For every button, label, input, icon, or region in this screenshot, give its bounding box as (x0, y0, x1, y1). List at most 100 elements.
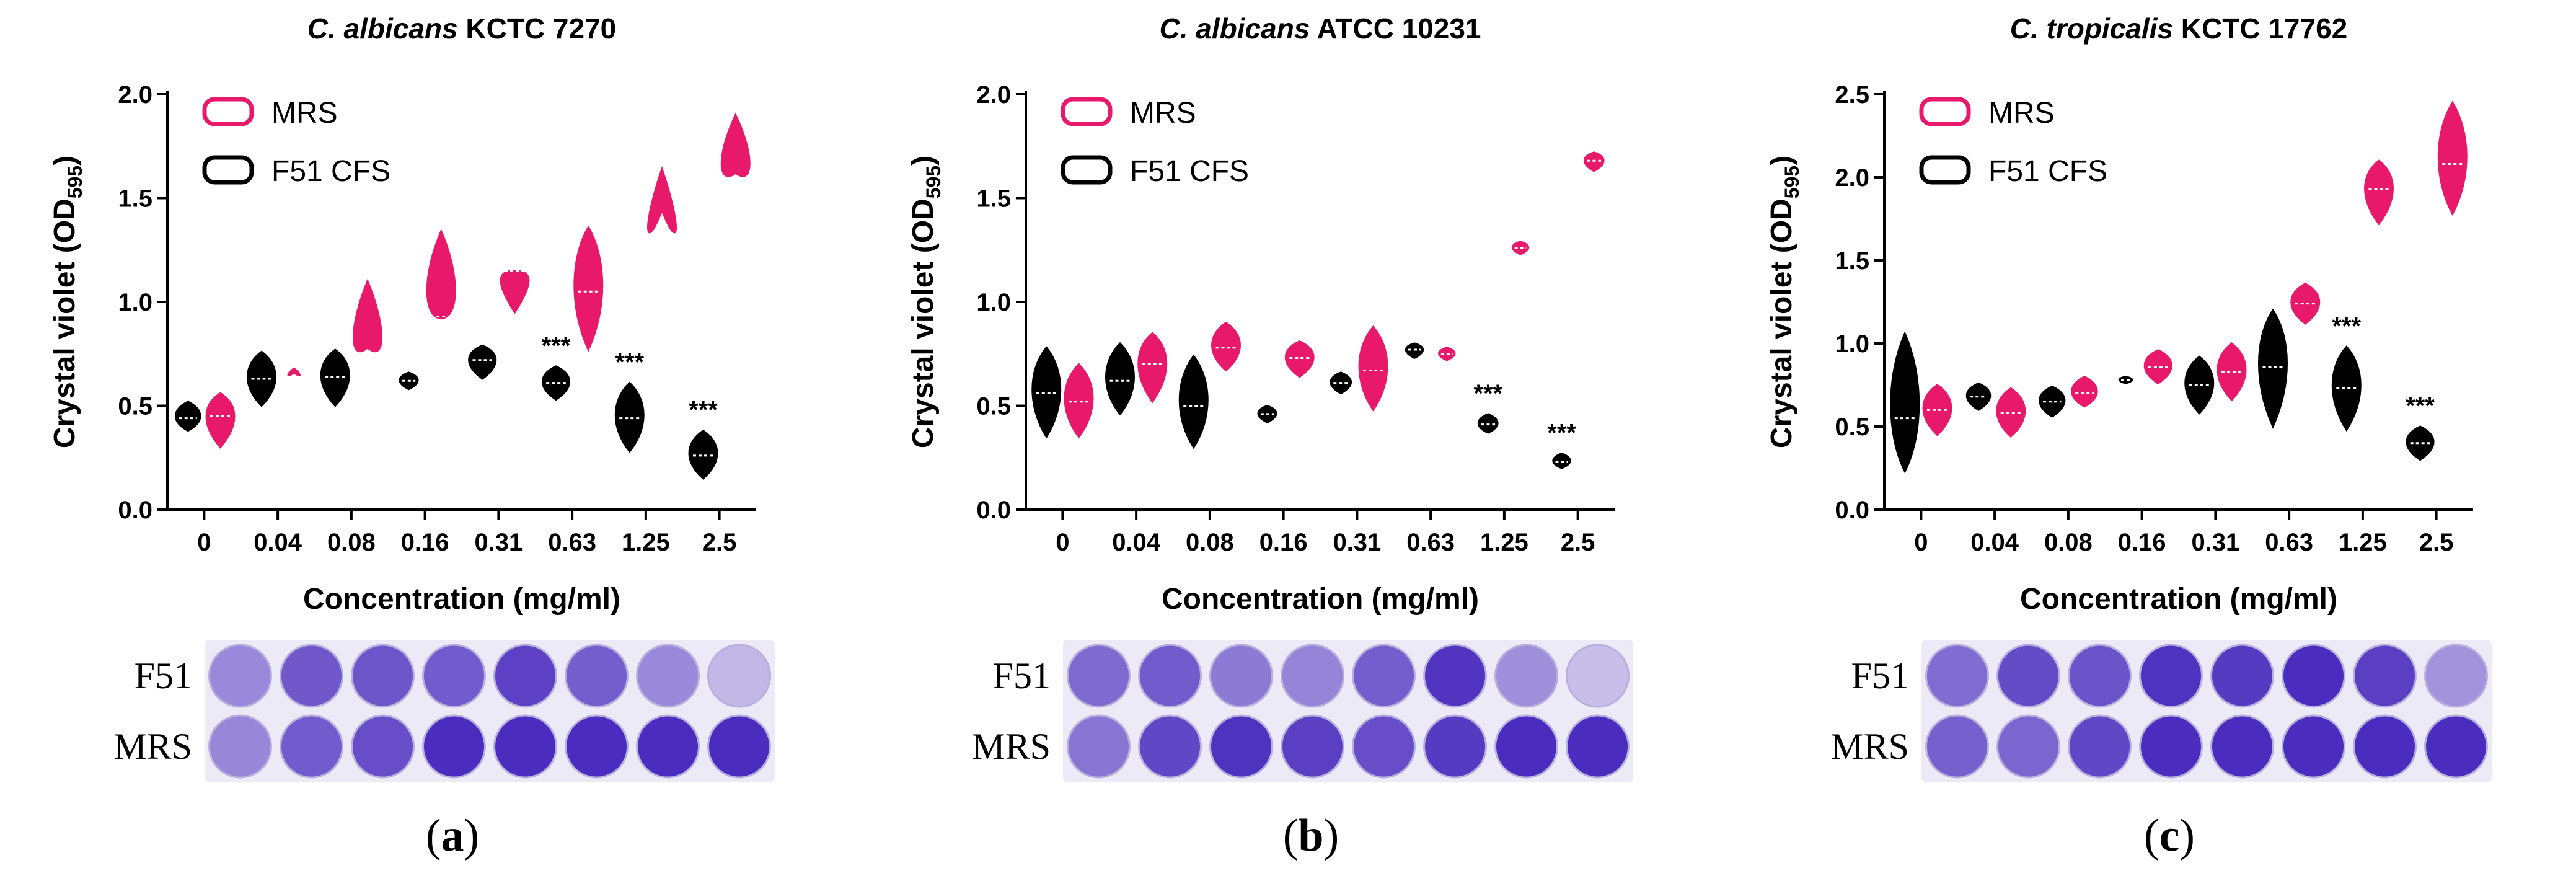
x-tick-label: 0.63 (548, 529, 596, 556)
cfs-violin (1477, 413, 1499, 434)
x-tick-label: 0.04 (254, 529, 302, 556)
plate-well (1352, 714, 1416, 779)
cfs-violin (1890, 331, 1920, 474)
plate-well (1352, 644, 1416, 708)
mrs-violin (426, 229, 456, 320)
mrs-violin (1922, 384, 1952, 436)
y-tick-label: 2.5 (1835, 81, 1869, 108)
chart-title: C. albicans KCTC 7270 (307, 12, 617, 45)
plate-well (636, 644, 700, 708)
plate-well (1566, 714, 1630, 779)
mrs-violin (2217, 342, 2247, 402)
y-tick-label: 0.5 (976, 393, 1011, 420)
y-tick-label: 0.0 (1835, 497, 1869, 524)
plate-well (422, 644, 486, 708)
cfs-violin (1405, 342, 1424, 360)
cfs-violin (1031, 346, 1062, 439)
chart-title-species: C. albicans (307, 12, 458, 45)
mrs-violin (2071, 375, 2098, 408)
chart-title-strain: ATCC 10231 (1310, 12, 1481, 45)
plate-well (1996, 714, 2060, 779)
x-tick-label: 0.16 (401, 529, 449, 556)
plate-well (1925, 644, 1989, 708)
x-tick-label: 0.63 (2265, 529, 2313, 556)
plate-well (2424, 714, 2488, 779)
x-tick-label: 1.25 (2339, 529, 2387, 556)
plate-row-label: MRS (1830, 726, 1909, 767)
plate-well (565, 714, 629, 779)
cfs-violin (1552, 452, 1571, 469)
plate-row-label: F51 (993, 655, 1051, 696)
panel-c: C. tropicalis KCTC 17762 0.0 0.5 1.0 1.5 2.0 2… (1765, 12, 2492, 861)
plate-well (2210, 644, 2274, 708)
plate-well (280, 644, 343, 708)
mrs-violin (2364, 159, 2394, 226)
x-tick-label: 0.04 (1112, 529, 1161, 556)
cfs-violin (468, 344, 497, 380)
cfs-violin (1178, 354, 1209, 449)
legend-swatch-cfs (202, 155, 254, 185)
x-tick-label: 2.5 (1561, 529, 1595, 556)
y-tick-label: 1.5 (118, 185, 152, 213)
legend-label-mrs: MRS (1130, 97, 1196, 130)
x-tick-label: 1.25 (622, 529, 670, 556)
mrs-violin (1358, 325, 1388, 412)
x-tick-label: 0.31 (1333, 529, 1381, 556)
plate-row-label: F51 (135, 655, 192, 696)
chart-title-species: C. tropicalis (2010, 12, 2173, 45)
cfs-violin (320, 348, 350, 407)
x-tick-label: 1.25 (1480, 529, 1528, 556)
plate-well (2139, 644, 2203, 708)
plate-well (493, 714, 557, 779)
plate-well (422, 714, 486, 779)
chart-title: C. albicans ATCC 10231 (1160, 12, 1481, 45)
y-tick-label: 1.5 (976, 185, 1011, 213)
cfs-violin (2331, 345, 2362, 432)
plate-well (1067, 644, 1131, 708)
y-tick-label: 1.0 (118, 289, 152, 316)
chart-title-strain: KCTC 7270 (458, 12, 617, 45)
cfs-violin (688, 429, 718, 480)
panel-label: (c) (2144, 810, 2195, 861)
mrs-violin (1996, 387, 2026, 438)
x-tick-label: 0.08 (327, 529, 376, 556)
mrs-violin (573, 225, 604, 352)
x-tick-label: 0.31 (2191, 529, 2239, 556)
legend-label-cfs: F51 CFS (271, 155, 390, 188)
y-axis-label: Crystal violet (OD595) (48, 156, 86, 448)
x-tick-label: 2.5 (702, 529, 737, 556)
plate-well (1996, 644, 2060, 708)
cfs-violin (541, 365, 571, 401)
mrs-violin (720, 113, 751, 177)
plate-well (208, 644, 272, 708)
plate-well (1925, 714, 1989, 779)
panel-label: (a) (426, 810, 479, 861)
y-tick-label: 2.0 (1835, 164, 1869, 192)
plate-well (636, 714, 700, 779)
legend-label-mrs: MRS (271, 97, 338, 130)
chart-title-species: C. albicans (1160, 12, 1310, 45)
plate-well (1494, 644, 1558, 708)
x-tick-label: 0.31 (474, 529, 523, 556)
plate-well (2068, 644, 2132, 708)
x-tick-label: 0.16 (1259, 529, 1308, 556)
plate-image (1063, 640, 1633, 782)
x-tick-label: 0.16 (2118, 529, 2166, 556)
plate-well (280, 714, 343, 779)
y-tick-label: 1.0 (976, 289, 1011, 316)
x-tick-label: 0 (1056, 529, 1069, 556)
plate-well (351, 644, 415, 708)
significance-marker: *** (689, 397, 718, 424)
x-tick-label: 2.5 (2419, 529, 2454, 556)
plate-well (1423, 644, 1487, 708)
legend-swatch-cfs (1061, 155, 1113, 185)
significance-marker: *** (2406, 392, 2435, 420)
plate-well (208, 714, 272, 779)
significance-marker: *** (1547, 420, 1576, 447)
plate-well (707, 714, 771, 779)
significance-marker: *** (542, 332, 571, 360)
cfs-violin (614, 381, 645, 453)
plate-well (1138, 714, 1202, 779)
plate-well (1494, 714, 1558, 779)
y-axis-label: Crystal violet (OD595) (1765, 156, 1803, 448)
